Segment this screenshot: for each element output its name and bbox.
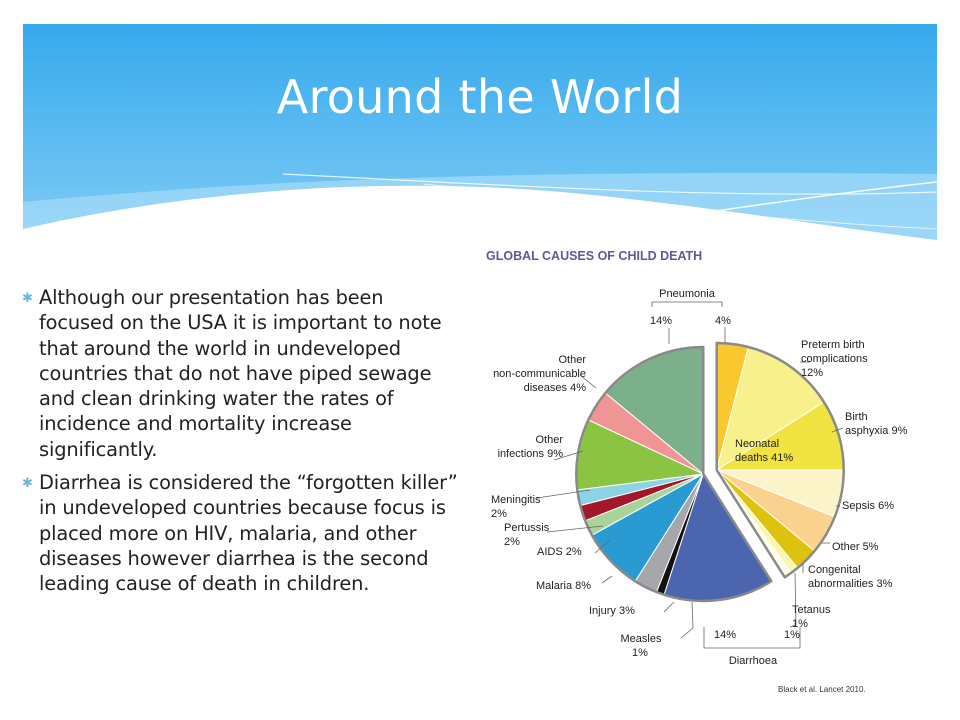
label-malaria: Malaria 8% xyxy=(536,580,591,592)
pie-group-other-outline xyxy=(575,345,773,603)
label-other-ncd-line1: Other xyxy=(558,354,586,366)
label-diarrhoea-14: 14% xyxy=(714,629,736,641)
pneumonia-bracket xyxy=(651,301,723,307)
pie-slices xyxy=(575,341,845,603)
label-pertussis-line2: 2% xyxy=(504,536,520,548)
label-pertussis-line1: Pertussis xyxy=(504,522,550,534)
label-meningitis-line2: 2% xyxy=(491,508,507,520)
bullet-list: ✱ Although our presentation has been foc… xyxy=(22,285,464,605)
bullet-item: ✱ Diarrhea is considered the “forgotten … xyxy=(22,470,464,596)
label-tetanus-line2: 1% xyxy=(792,618,808,630)
label-other-5: Other 5% xyxy=(832,541,879,553)
label-asphyxia-line1: Birth xyxy=(845,411,868,423)
label-neonatal-line2: deaths 41% xyxy=(735,452,793,464)
bullet-text: Diarrhea is considered the “forgotten ki… xyxy=(39,471,458,596)
label-congenital-line1: Congenital xyxy=(808,564,861,576)
label-aids: AIDS 2% xyxy=(537,546,582,558)
label-sepsis: Sepsis 6% xyxy=(842,500,894,512)
banner-background xyxy=(23,24,937,248)
bullet-item: ✱ Although our presentation has been foc… xyxy=(22,285,464,462)
title-banner xyxy=(23,24,937,248)
label-other-infections-line2: infections 9% xyxy=(498,448,564,460)
label-neonatal-line1: Neonatal xyxy=(735,438,779,450)
label-other-infections-line1: Other xyxy=(535,434,563,446)
pie-chart: GLOBAL CAUSES OF CHILD DEATH Pneumonia 1… xyxy=(486,249,908,694)
pie-group-neonatal-outline xyxy=(715,341,845,579)
bullet-text: Although our presentation has been focus… xyxy=(39,286,442,461)
diarrhoea-bracket xyxy=(703,627,801,649)
asterisk-icon: ✱ xyxy=(22,291,33,306)
label-pneumonia: Pneumonia xyxy=(659,288,716,300)
label-congenital-line2: abnormalities 3% xyxy=(808,578,893,590)
leader-lines xyxy=(536,301,844,649)
label-tetanus-line1: Tetanus xyxy=(792,604,831,616)
label-injury: Injury 3% xyxy=(589,605,635,617)
chart-source: Black et al. Lancet 2010. xyxy=(778,685,866,694)
label-preterm-line3: 12% xyxy=(801,367,823,379)
label-other-ncd-line2: non-communicable xyxy=(493,368,586,380)
chart-title: GLOBAL CAUSES OF CHILD DEATH xyxy=(486,249,702,263)
label-pneumonia-4: 4% xyxy=(715,315,731,327)
label-other-ncd-line3: diseases 4% xyxy=(524,382,587,394)
label-meningitis-line1: Meningitis xyxy=(491,494,541,506)
label-diarrhoea-1: 1% xyxy=(784,629,800,641)
label-diarrhoea: Diarrhoea xyxy=(729,655,778,667)
asterisk-icon: ✱ xyxy=(22,476,33,492)
label-preterm-line2: complications xyxy=(801,353,868,365)
label-measles-line2: 1% xyxy=(632,647,648,659)
label-asphyxia-line2: asphyxia 9% xyxy=(845,425,908,437)
label-measles-line1: Measles xyxy=(621,633,662,645)
label-pneumonia-14: 14% xyxy=(650,315,672,327)
label-preterm-line1: Preterm birth xyxy=(801,339,865,351)
slide-title: Around the World xyxy=(276,70,684,124)
